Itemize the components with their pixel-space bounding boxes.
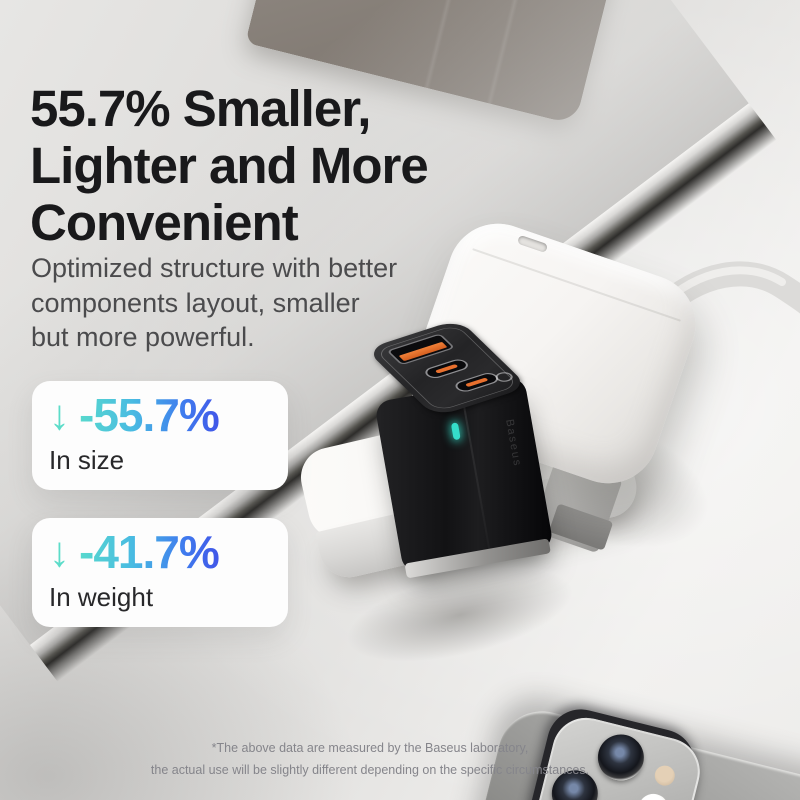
stat-row: ↓ -41.7% <box>49 526 288 578</box>
disclaimer-line-2: the actual use will be slightly differen… <box>150 763 590 778</box>
page-title: 55.7% Smaller, Lighter and More Convenie… <box>30 80 500 251</box>
intro-line-1: Optimized structure with better <box>31 253 398 283</box>
headline-line-2: Lighter and More <box>30 137 429 195</box>
usb-c-pin-1 <box>434 363 459 374</box>
stat-card-size: ↓ -55.7% In size <box>32 381 288 490</box>
intro-text: Optimized structure with better componen… <box>31 251 461 355</box>
headline-line-1: 55.7% Smaller, <box>30 80 371 137</box>
stat-label: In weight <box>49 582 154 613</box>
stat-label: In size <box>49 445 125 476</box>
intro-line-3: but more powerful. <box>31 322 255 353</box>
camera-flash-icon <box>635 790 672 800</box>
charger-led-indicator <box>450 422 461 441</box>
headline-line-3: Convenient <box>30 194 299 252</box>
stat-row: ↓ -55.7% <box>49 389 288 441</box>
disclaimer-line-1: *The above data are measured by the Base… <box>211 741 529 755</box>
charger-corner-highlight <box>460 393 491 552</box>
usb-c-pin-2 <box>464 377 489 388</box>
arrow-down-icon: ↓ <box>49 528 70 576</box>
stat-value: -55.7% <box>79 389 220 441</box>
charger-brand-text: Baseus <box>503 418 524 469</box>
power-brick-slot <box>516 234 549 254</box>
arrow-down-icon: ↓ <box>49 391 70 439</box>
stat-value: -41.7% <box>79 526 220 578</box>
stat-card-weight: ↓ -41.7% In weight <box>32 518 288 627</box>
intro-line-2: components layout, smaller <box>31 287 360 318</box>
disclaimer-text: *The above data are measured by the Base… <box>60 737 680 782</box>
